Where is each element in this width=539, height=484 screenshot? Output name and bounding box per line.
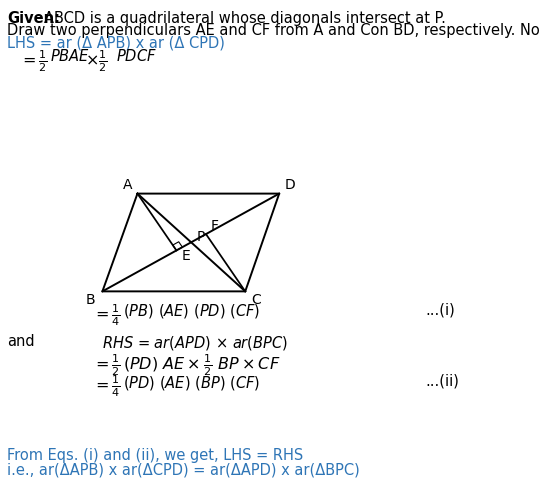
Text: $\mathit{(PD)\ (AE)\ (BP)\ (CF)}$: $\mathit{(PD)\ (AE)\ (BP)\ (CF)}$ bbox=[123, 374, 260, 392]
Text: $\mathit{(PD)\ AE \times \frac{1}{2}\ BP \times CF}$: $\mathit{(PD)\ AE \times \frac{1}{2}\ BP… bbox=[123, 352, 280, 378]
Text: $\mathit{PBAE}$: $\mathit{PBAE}$ bbox=[50, 48, 89, 64]
Text: $\mathit{PDCF}$: $\mathit{PDCF}$ bbox=[116, 48, 157, 64]
Text: B: B bbox=[86, 293, 95, 307]
Text: $= \frac{1}{4}$: $= \frac{1}{4}$ bbox=[92, 302, 120, 328]
Text: LHS = ar (Δ APB) x ar (Δ CPD): LHS = ar (Δ APB) x ar (Δ CPD) bbox=[7, 36, 225, 51]
Text: $= \frac{1}{2}$: $= \frac{1}{2}$ bbox=[92, 352, 120, 378]
Text: ABCD is a quadrilateral whose diagonals intersect at P.: ABCD is a quadrilateral whose diagonals … bbox=[44, 11, 446, 26]
Text: $\times \frac{1}{2}$: $\times \frac{1}{2}$ bbox=[85, 48, 107, 74]
Text: $\mathit{(PB)\ (AE)\ (PD)\ (CF)}$: $\mathit{(PB)\ (AE)\ (PD)\ (CF)}$ bbox=[123, 302, 260, 320]
Text: D: D bbox=[285, 178, 295, 192]
Text: RHS = ar$(APD)$ $\times$ ar$(BPC)$: RHS = ar$(APD)$ $\times$ ar$(BPC)$ bbox=[102, 334, 288, 352]
Text: ...(ii): ...(ii) bbox=[426, 374, 460, 389]
Text: From Eqs. (i) and (ii), we get, LHS = RHS: From Eqs. (i) and (ii), we get, LHS = RH… bbox=[7, 448, 303, 463]
Text: and: and bbox=[7, 334, 34, 349]
Text: E: E bbox=[182, 249, 190, 263]
Text: Draw two perpendiculars AE and CF from A and Con BD, respectively. Now,: Draw two perpendiculars AE and CF from A… bbox=[7, 23, 539, 38]
Text: P: P bbox=[197, 230, 205, 244]
Text: i.e., ar(ΔAPB) x ar(ΔCPD) = ar(ΔAPD) x ar(ΔBPC): i.e., ar(ΔAPB) x ar(ΔCPD) = ar(ΔAPD) x a… bbox=[7, 462, 360, 477]
Text: F: F bbox=[211, 219, 219, 233]
Text: A: A bbox=[123, 178, 133, 192]
Text: Given:: Given: bbox=[7, 11, 60, 26]
Text: $= \frac{1}{2}$: $= \frac{1}{2}$ bbox=[19, 48, 47, 74]
Text: $= \frac{1}{4}$: $= \frac{1}{4}$ bbox=[92, 374, 120, 399]
Text: ...(i): ...(i) bbox=[426, 302, 455, 318]
Text: C: C bbox=[251, 293, 261, 307]
